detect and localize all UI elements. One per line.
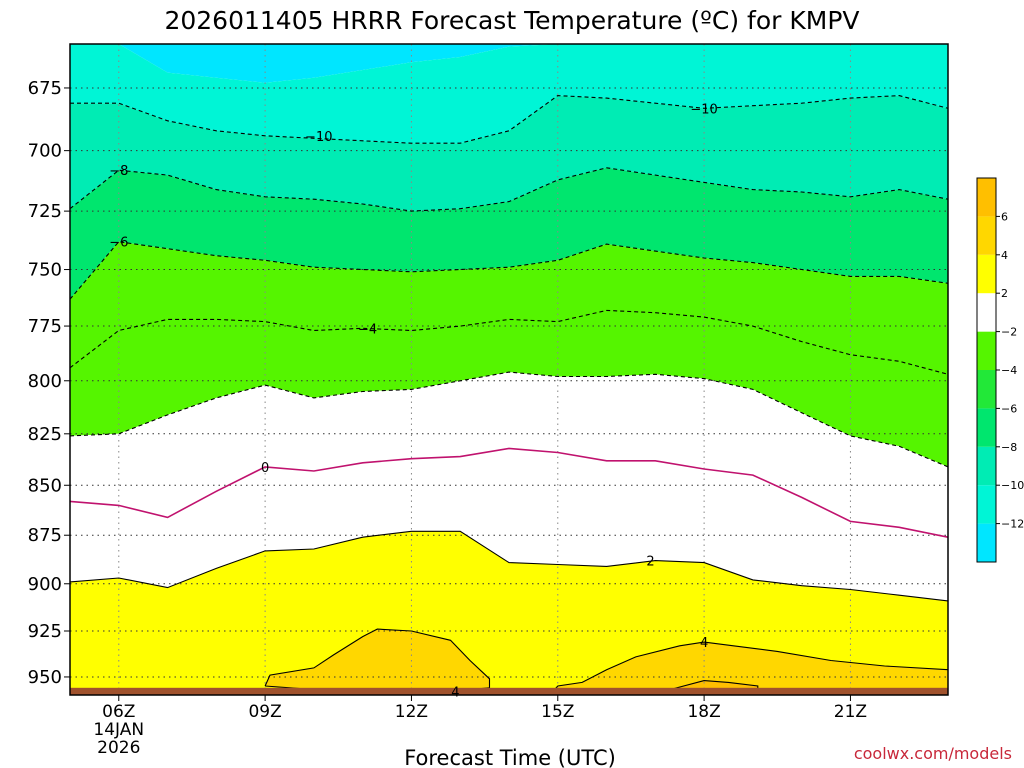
- x-tick-label-4: 18Z: [687, 702, 720, 722]
- y-tick-label-2: 725: [28, 201, 62, 222]
- fill-blob-1: [552, 642, 948, 695]
- colorbar-label-2: −10: [1001, 479, 1024, 492]
- contour-line-6: [70, 530, 948, 602]
- x-tick-sublabel-0-1: 2026: [97, 738, 140, 758]
- x-tick-label-3: 15Z: [541, 702, 574, 722]
- contour-line-1: [70, 167, 948, 212]
- contour-label-8: 4: [451, 685, 459, 700]
- colorbar-swatch-7: [977, 254, 996, 294]
- contour-label-2: −8: [109, 164, 128, 179]
- contour-label-6: 2: [646, 555, 654, 570]
- colorbar-swatch-8: [977, 216, 996, 255]
- ground-surface: [70, 687, 948, 695]
- credit-text: coolwx.com/models: [854, 744, 1012, 763]
- colorbar-label-5: −4: [1001, 364, 1017, 377]
- colorbar-swatch-4: [977, 370, 996, 409]
- colorbar-swatch-5: [977, 331, 996, 370]
- colorbar-swatch-1: [977, 485, 996, 524]
- contour-label-3: −6: [109, 236, 128, 251]
- fill-band-2: [70, 95, 948, 212]
- x-tick-label-2: 12Z: [395, 702, 428, 722]
- y-tick-label-7: 850: [28, 475, 62, 496]
- fill-band-4: [70, 241, 948, 467]
- colorbar-label-4: −6: [1001, 402, 1017, 415]
- fill-band-5: [70, 372, 948, 601]
- x-tick-label-1: 09Z: [248, 702, 281, 722]
- chart-title: 2026011405 HRRR Forecast Temperature (ºC…: [164, 6, 859, 35]
- x-tick-label-5: 21Z: [834, 702, 867, 722]
- plot-frame: [69, 43, 949, 696]
- temperature-fill-bands: [70, 44, 948, 695]
- colorbar-label-6: −2: [1001, 326, 1017, 339]
- y-tick-label-6: 825: [28, 424, 62, 445]
- contour-blob-line-1: [552, 641, 948, 692]
- colorbar-label-1: −12: [1001, 518, 1024, 531]
- plot-area: [70, 44, 948, 695]
- contour-line-0: [70, 95, 948, 144]
- y-tick-label-5: 800: [28, 371, 62, 392]
- contour-blob-line-2: [669, 680, 759, 692]
- contour-line-4: [70, 371, 948, 468]
- colorbar-swatch-2: [977, 446, 996, 486]
- colorbar-swatch-6: [977, 293, 996, 332]
- contour-labels: −10 −10 −8 −6 −4 0 2 4 4: [109, 102, 718, 700]
- colorbar-label-3: −8: [1001, 441, 1017, 454]
- fill-band-1: [70, 44, 948, 144]
- y-tick-label-8: 875: [28, 525, 62, 546]
- colorbar-swatch-0: [977, 523, 996, 562]
- contour-label-4: −4: [358, 322, 377, 337]
- contour-line-3: [70, 309, 948, 375]
- y-tick-label-10: 925: [28, 621, 62, 642]
- y-axis: 675 700 725 750 775 800 825 850 875 900 925 950: [28, 78, 70, 688]
- colorbar-label-7: 2: [1001, 287, 1008, 300]
- contour-label-0: −10: [305, 130, 332, 145]
- contour-line-2: [70, 241, 948, 300]
- y-tick-label-4: 775: [28, 316, 62, 337]
- colorbar-swatch-9: [977, 178, 996, 217]
- y-tick-label-11: 950: [28, 667, 62, 688]
- colorbar-swatch-3: [977, 408, 996, 447]
- colorbar-legend: −12 −10 −8 −6 −4 −2 2 4 6: [976, 177, 1024, 563]
- contour-label-5: 0: [261, 461, 269, 476]
- y-tick-label-9: 900: [28, 574, 62, 595]
- fill-band-3: [70, 167, 948, 300]
- colorbar-label-8: 4: [1001, 249, 1008, 262]
- colorbar-label-9: 6: [1001, 210, 1008, 223]
- contour-label-1: −10: [690, 102, 717, 117]
- y-tick-label-3: 750: [28, 260, 62, 281]
- y-tick-label-0: 675: [28, 78, 62, 99]
- contour-label-7: 4: [700, 636, 708, 651]
- contour-lines: [70, 95, 948, 694]
- x-axis-label: Forecast Time (UTC): [404, 746, 616, 768]
- y-tick-label-1: 700: [28, 141, 62, 162]
- fill-band-0: [70, 44, 948, 83]
- contour-line-5: [70, 447, 948, 538]
- colorbar-frame: [976, 177, 997, 563]
- x-tick-sublabel-0-0: 14JAN: [93, 720, 144, 740]
- x-tick-label-0: 06Z: [102, 702, 135, 722]
